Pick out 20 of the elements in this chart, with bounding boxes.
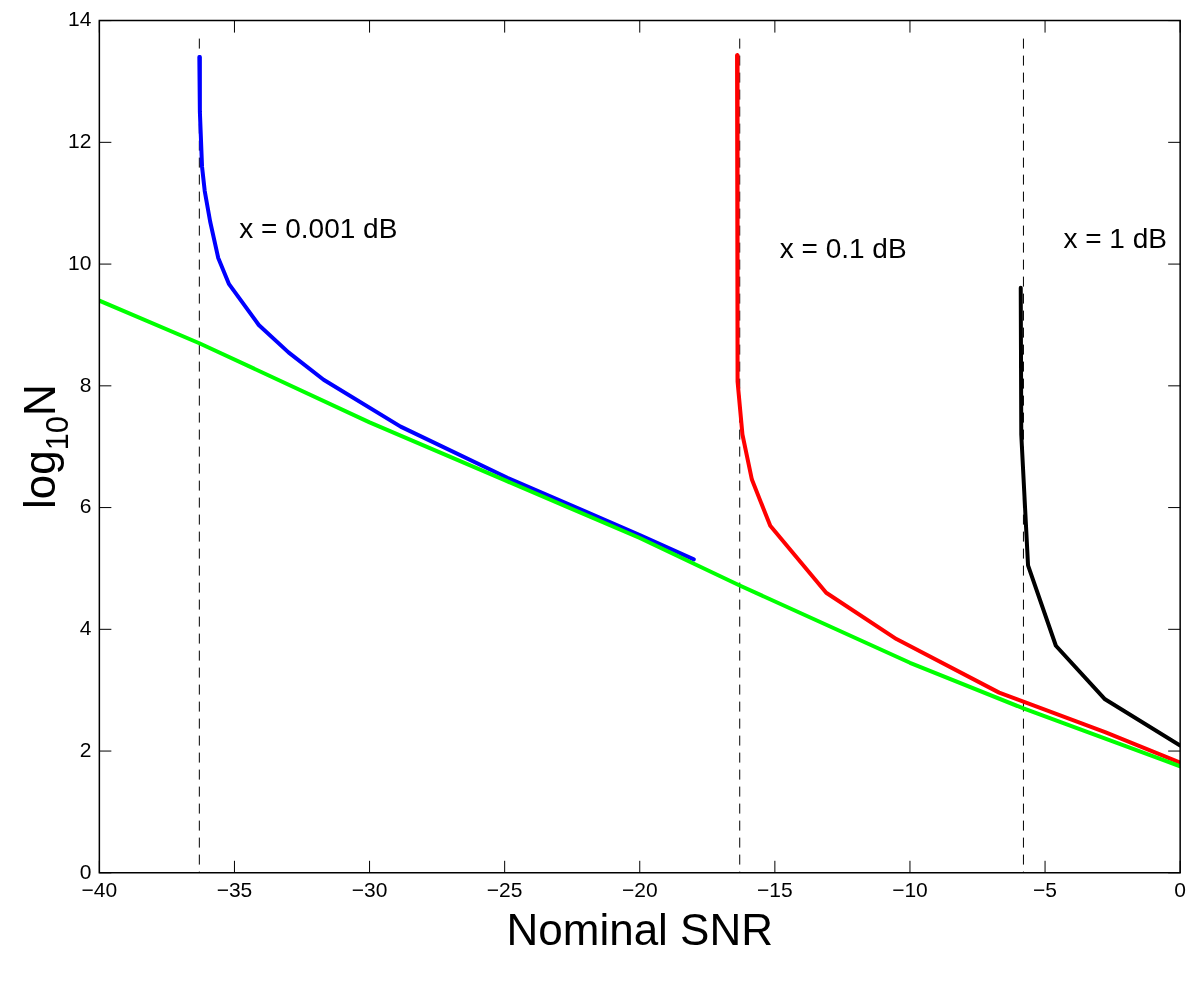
y-tick-label: 12: [68, 129, 92, 153]
x-tick-label: −20: [621, 878, 658, 902]
x-tick-label: −5: [1033, 878, 1058, 902]
annotation: x = 1 dB: [1063, 222, 1167, 254]
x-axis-title: Nominal SNR: [506, 904, 774, 954]
y-tick-label: 10: [68, 250, 92, 274]
x-tick-label: −25: [486, 878, 523, 902]
x-tick-label: −15: [757, 878, 793, 902]
annotation: x = 0.001 dB: [239, 212, 398, 244]
y-tick-label: 2: [79, 737, 92, 761]
y-tick-label: 14: [68, 7, 92, 31]
x-tick-label: −30: [351, 878, 388, 902]
y-axis-title: log10N: [15, 384, 76, 510]
y-tick-label: 6: [79, 494, 92, 518]
x-tick-label: 0: [1174, 878, 1186, 902]
x-tick-label: −35: [216, 878, 253, 902]
x-tick-label: −10: [892, 878, 928, 902]
annotation: x = 0.1 dB: [779, 232, 907, 264]
y-tick-label: 4: [79, 616, 92, 640]
y-tick-label: 8: [79, 372, 92, 396]
